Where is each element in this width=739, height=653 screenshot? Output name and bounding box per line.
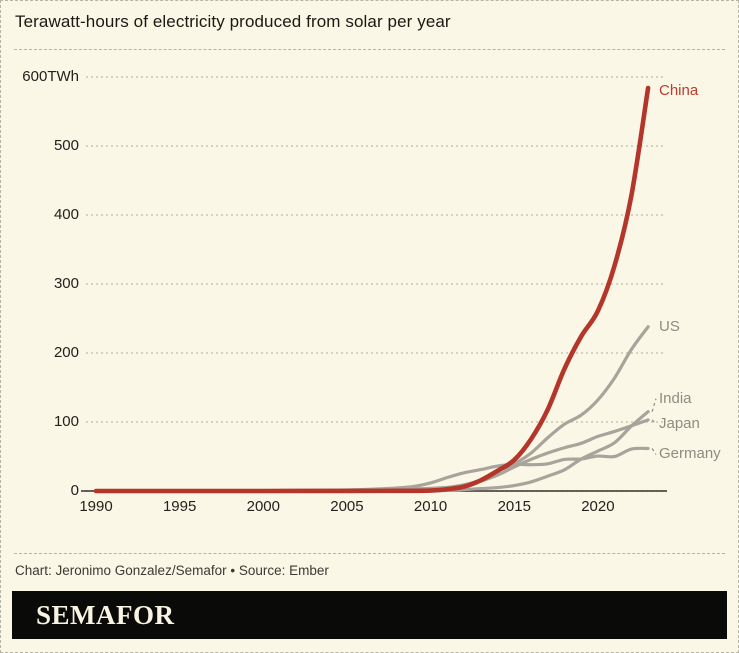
logo-bar: SEMAFOR [12, 591, 727, 639]
y-tick-label: 600TWh [22, 68, 79, 85]
y-tick-label: 0 [70, 482, 79, 499]
title-separator [14, 49, 725, 50]
x-tick-label: 1990 [79, 498, 113, 515]
x-tick-label: 2005 [330, 498, 364, 515]
chart-title: Terawatt-hours of electricity produced f… [15, 12, 451, 31]
x-tick-label: 2020 [581, 498, 615, 515]
y-tick-label: 400 [53, 206, 79, 223]
chart-credit: Chart: Jeronimo Gonzalez/Semafor • Sourc… [15, 563, 329, 578]
series-line-japan [94, 418, 650, 493]
x-tick-label: 2015 [497, 498, 531, 515]
x-tick-label: 2000 [246, 498, 280, 515]
series-line-us [94, 325, 650, 493]
x-tick-label: 2010 [413, 498, 448, 515]
footer-separator [14, 553, 725, 554]
series-line-china [93, 85, 651, 494]
x-tick-label: 1995 [162, 498, 197, 515]
gridline [651, 448, 657, 455]
gridline [651, 398, 657, 412]
series-label-germany: Germany [659, 445, 721, 463]
series-label-japan: Japan [659, 414, 700, 432]
y-tick-label: 200 [53, 344, 79, 361]
y-tick-label: 100 [53, 413, 79, 430]
y-tick-label: 500 [53, 137, 79, 154]
gridline [651, 419, 657, 425]
series-label-china: China [659, 82, 699, 100]
y-tick-label: 300 [53, 275, 79, 292]
series-label-india: India [659, 389, 692, 407]
series-label-us: US [659, 317, 680, 335]
semafor-logo: SEMAFOR [36, 599, 175, 630]
